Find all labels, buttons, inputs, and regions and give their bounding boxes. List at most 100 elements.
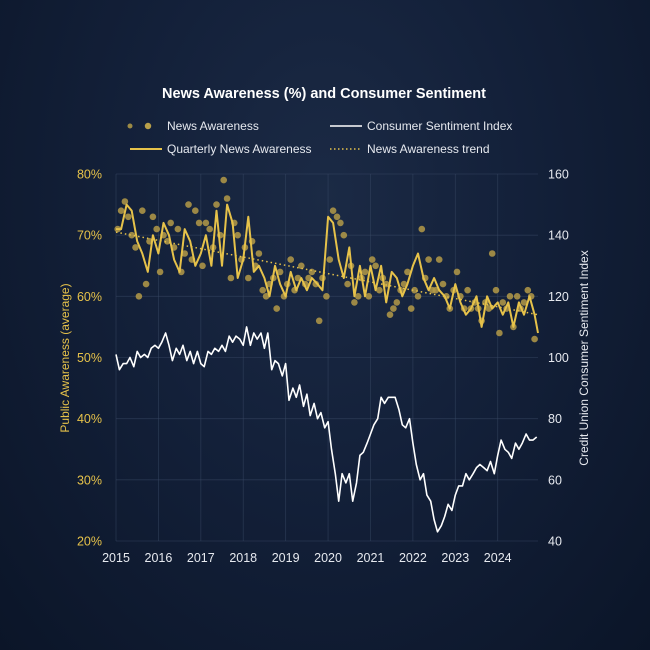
awareness-point <box>372 262 379 270</box>
awareness-point <box>340 231 348 239</box>
y-right-tick-label: 40 <box>548 535 562 549</box>
awareness-point <box>315 317 323 325</box>
awareness-point <box>234 231 241 239</box>
awareness-point <box>435 256 443 263</box>
y-right-tick-label: 140 <box>548 229 569 243</box>
awareness-point <box>202 219 210 227</box>
awareness-point <box>488 250 496 257</box>
legend-scatter-marker <box>127 123 133 129</box>
awareness-point <box>167 219 174 227</box>
awareness-point <box>139 207 146 214</box>
awareness-point <box>149 213 157 221</box>
awareness-point <box>213 201 220 208</box>
awareness-point <box>365 293 373 300</box>
y-left-tick-label: 20% <box>77 535 102 549</box>
legend-item-sentiment[interactable]: Consumer Sentiment Index <box>330 119 512 133</box>
awareness-point <box>128 231 135 239</box>
awareness-point <box>453 268 461 276</box>
awareness-point <box>513 293 521 300</box>
series <box>114 176 539 533</box>
x-tick-label: 2022 <box>399 551 427 565</box>
legend-scatter-marker <box>144 122 152 130</box>
awareness-point <box>344 280 351 288</box>
awareness-point <box>351 299 358 306</box>
quarterly-awareness-line <box>116 203 539 334</box>
legend-sentiment-label: Consumer Sentiment Index <box>367 119 512 133</box>
awareness-point <box>276 268 284 276</box>
awareness-point <box>354 293 362 300</box>
awareness-point <box>404 268 411 276</box>
awareness-point <box>464 286 471 294</box>
awareness-point <box>185 201 192 208</box>
x-tick-label: 2019 <box>272 551 300 565</box>
awareness-point <box>156 268 164 276</box>
awareness-point <box>153 225 160 233</box>
awareness-point <box>323 293 330 300</box>
x-tick-label: 2024 <box>484 551 512 565</box>
legend: News Awareness Consumer Sentiment Index … <box>127 119 512 156</box>
sentiment-line <box>115 326 538 533</box>
awareness-point <box>206 225 213 233</box>
awareness-point <box>312 280 320 288</box>
x-tick-label: 2018 <box>229 551 257 565</box>
awareness-point <box>298 262 305 270</box>
awareness-point <box>524 286 532 294</box>
y-left-tick-label: 60% <box>77 290 102 304</box>
y-right-tick-label: 160 <box>548 168 569 182</box>
y-right-tick-label: 80 <box>548 412 562 426</box>
awareness-point <box>135 293 143 300</box>
awareness-point <box>142 280 150 288</box>
x-tick-label: 2021 <box>357 551 385 565</box>
awareness-point <box>273 305 281 312</box>
left-axis-label: Public Awareness (average) <box>58 283 72 432</box>
awareness-point <box>199 262 206 270</box>
awareness-point <box>329 207 337 214</box>
awareness-point <box>121 198 129 205</box>
legend-item-trend[interactable]: News Awareness trend <box>330 142 490 156</box>
awareness-point <box>337 219 344 227</box>
awareness-point <box>411 286 418 294</box>
awareness-point <box>262 293 270 300</box>
right-axis-label: Credit Union Consumer Sentiment Index <box>577 250 591 465</box>
y-left-tick-label: 30% <box>77 473 102 487</box>
awareness-point <box>386 311 394 319</box>
awareness-point <box>390 305 397 312</box>
awareness-point <box>414 293 422 300</box>
awareness-point <box>223 195 231 202</box>
awareness-point <box>117 207 125 214</box>
awareness-point <box>520 299 528 306</box>
awareness-point <box>125 213 132 221</box>
legend-trend-label: News Awareness trend <box>367 142 490 156</box>
awareness-point <box>531 335 538 343</box>
axis-ticks: 20% 30% 40% 50% 60% 70% 80% 40 60 80 100 120 140 160 2… <box>77 168 569 566</box>
awareness-point <box>259 286 267 294</box>
awareness-point <box>255 250 263 257</box>
y-right-tick-label: 60 <box>548 473 562 487</box>
legend-item-scatter[interactable]: News Awareness <box>127 119 259 133</box>
awareness-point <box>220 176 227 184</box>
awareness-point <box>308 268 316 276</box>
awareness-point <box>368 256 376 263</box>
awareness-point <box>181 250 188 257</box>
awareness-point <box>407 305 415 312</box>
x-tick-label: 2016 <box>145 551 173 565</box>
legend-item-quarterly[interactable]: Quarterly News Awareness <box>130 142 312 156</box>
awareness-point <box>499 299 507 306</box>
y-left-tick-label: 80% <box>77 168 102 182</box>
x-tick-label: 2017 <box>187 551 215 565</box>
awareness-point <box>132 244 139 251</box>
x-tick-label: 2015 <box>102 551 130 565</box>
chart-title: News Awareness (%) and Consumer Sentimen… <box>162 86 486 102</box>
legend-scatter-label: News Awareness <box>167 119 259 133</box>
awareness-point <box>492 286 500 294</box>
y-left-tick-label: 40% <box>77 412 102 426</box>
awareness-point <box>174 225 182 233</box>
awareness-point <box>393 299 401 306</box>
awareness-point <box>245 274 252 282</box>
y-left-tick-label: 70% <box>77 229 102 243</box>
legend-quarterly-label: Quarterly News Awareness <box>167 142 312 156</box>
y-right-tick-label: 100 <box>548 351 569 365</box>
awareness-point <box>287 256 295 263</box>
x-tick-label: 2023 <box>441 551 469 565</box>
